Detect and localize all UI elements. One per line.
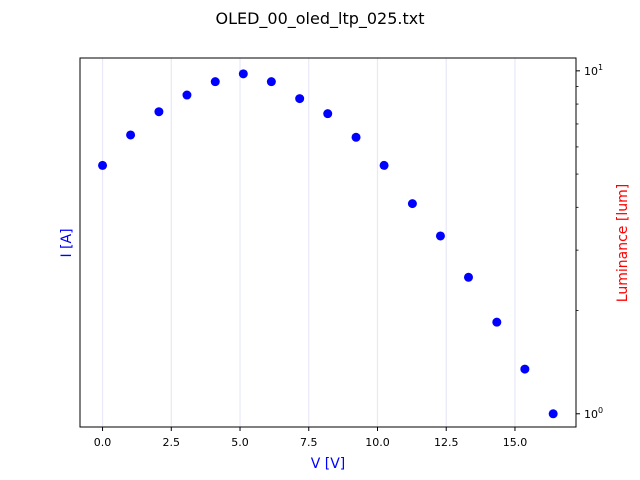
right-axis: 100 101 xyxy=(576,63,603,421)
data-point xyxy=(351,132,361,142)
plot-frame xyxy=(79,57,577,428)
y-axis-label-right: Luminance [lum] xyxy=(615,184,631,302)
data-point xyxy=(435,231,445,241)
data-point xyxy=(379,160,389,170)
data-point xyxy=(126,130,136,140)
data-point xyxy=(407,199,417,209)
data-point xyxy=(238,69,248,79)
data-point xyxy=(98,160,108,170)
x-tick-label: 15.0 xyxy=(503,436,528,449)
chart-title: OLED_00_oled_ltp_025.txt xyxy=(215,9,424,29)
data-point xyxy=(154,107,164,117)
x-tick-label: 10.0 xyxy=(365,436,390,449)
data-point xyxy=(548,409,558,419)
x-axis: 0.0 2.5 5.0 7.5 10.0 12.5 15.0 xyxy=(94,427,527,449)
grid-layer xyxy=(101,58,516,427)
data-point xyxy=(463,272,473,282)
data-point xyxy=(266,77,276,87)
x-tick-label: 0.0 xyxy=(94,436,112,449)
x-tick-label: 12.5 xyxy=(434,436,459,449)
right-tick-label: 101 xyxy=(584,63,603,78)
data-point xyxy=(182,90,192,100)
data-point xyxy=(492,317,502,327)
x-tick-label: 5.0 xyxy=(231,436,249,449)
data-points xyxy=(98,69,558,419)
data-point xyxy=(210,77,220,87)
x-tick-label: 2.5 xyxy=(163,436,181,449)
data-point xyxy=(295,94,305,104)
y-axis-label-left: I [A] xyxy=(59,228,75,257)
x-tick-label: 7.5 xyxy=(300,436,318,449)
right-tick-label: 100 xyxy=(584,406,603,421)
data-point xyxy=(323,109,333,119)
plot-area xyxy=(79,57,577,428)
data-point xyxy=(520,364,530,374)
x-axis-label: V [V] xyxy=(311,456,346,472)
